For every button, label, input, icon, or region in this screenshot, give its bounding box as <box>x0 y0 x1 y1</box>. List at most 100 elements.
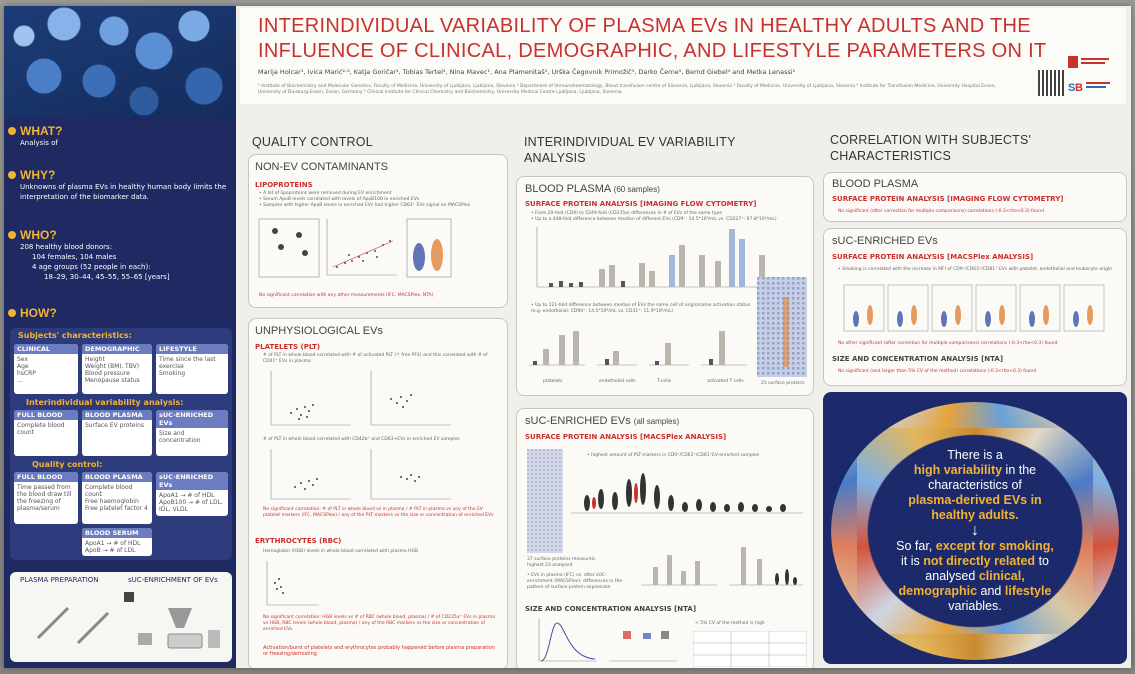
iev-suc-heading: sUC-ENRICHED EVs <box>525 415 631 427</box>
plt-note-2: # of PLT in whole blood correlated with … <box>263 437 460 442</box>
plt-footnote: No significant correlation: # of PLT in … <box>263 507 494 518</box>
title-banner: INTERINDIVIDUAL VARIABILITY OF PLASMA EV… <box>240 8 1126 104</box>
who-line: 18–29, 30–44, 45–55, 55–65 [years] <box>44 273 170 281</box>
rbc-scatter-plot <box>266 561 319 606</box>
nonev-panel: NON-EV CONTAMINANTS LIPOPROTEINS • A lot… <box>248 154 508 308</box>
iev-suc-panel: sUC-ENRICHED EVs (all samples) SURFACE P… <box>516 408 814 668</box>
why-heading: WHY? <box>20 168 56 182</box>
platelets-label: PLATELETS (PLT) <box>255 343 321 351</box>
macsplex-heatmap <box>527 449 563 553</box>
ev-spheres-image <box>4 6 236 118</box>
smoking-correlation-plots <box>843 284 1105 332</box>
rbc-footnote: No significant correlation: HGB levels v… <box>263 615 495 632</box>
lipoproteins-label: LIPOPROTEINS <box>255 181 313 189</box>
bullet-icon <box>8 127 16 135</box>
demographic-box: DEMOGRAPHIC Height Weight (BMI, TBV) Bloo… <box>82 344 152 394</box>
unphys-panel: UNPHYSIOLOGICAL EVs PLATELETS (PLT) # of… <box>248 318 508 668</box>
svg-text:S: S <box>1068 82 1075 94</box>
panel-label-platelets: platelets <box>543 379 563 384</box>
nonev-heading: NON-EV CONTAMINANTS <box>255 161 389 173</box>
macsplex-violin-plot <box>571 473 803 514</box>
panel-label-endothelial: endothelial cells <box>599 379 636 384</box>
poster: WHAT? Analysis of WHY? Unknowns of plasm… <box>4 6 1131 668</box>
iev-macs-note: • highest amount of PLT-markers in CD9⁺/… <box>587 453 760 458</box>
corr-heading: CORRELATION WITH SUBJECTS' CHARACTERISTI… <box>830 133 1032 163</box>
what-section: WHAT? Analysis of <box>8 124 62 148</box>
iev-macs-left2: • EVs in plasma (IFC) vs. after sUC-enri… <box>527 573 623 590</box>
why-text: Unknowns of plasma EVs in healthy human … <box>20 183 227 201</box>
poster-title: INTERINDIVIDUAL VARIABILITY OF PLASMA EV… <box>258 15 1047 62</box>
corr-suc-panel: sUC-ENRICHED EVs SURFACE PROTEIN ANALYSI… <box>823 228 1127 386</box>
lipo-footnote: No significant correlation with any othe… <box>259 293 434 298</box>
cell-origin-bar-charts <box>529 331 747 366</box>
corr-size-note: No significant (and larger than 5% CV of… <box>838 369 1037 374</box>
conclusion-text: There is a high variability in the chara… <box>896 448 1054 613</box>
surface-protein-heatmap <box>757 277 807 377</box>
left-column: WHAT? Analysis of WHY? Unknowns of plasm… <box>4 6 236 668</box>
corr-plasma-heading: BLOOD PLASMA <box>832 178 919 190</box>
corr-macs-note: • Smoking is correlated with the increas… <box>838 267 1113 272</box>
lifestyle-box: LIFESTYLE Time since the last exercise Sm… <box>156 344 228 394</box>
corr-ifc-note: No significant (after correction for mul… <box>838 209 1044 214</box>
iev-plasma-heading: BLOOD PLASMA <box>525 183 611 195</box>
unphys-heading: UNPHYSIOLOGICAL EVs <box>255 325 383 337</box>
corr-macs-label: SURFACE PROTEIN ANALYSIS [MACSPlex ANALY… <box>832 253 1034 261</box>
why-section: WHY? Unknowns of plasma EVs in healthy h… <box>8 168 232 202</box>
iev-ifc-label: SURFACE PROTEIN ANALYSIS [IMAGING FLOW C… <box>525 200 757 208</box>
lipoprotein-plots <box>258 218 452 278</box>
iev-suc-n: (all samples) <box>633 417 680 426</box>
who-line: 208 healthy blood donors: <box>20 243 113 251</box>
iev-plasma-n: (60 samples) <box>613 185 660 194</box>
who-heading: WHO? <box>20 228 57 242</box>
panel-label-activated-tcells: activated T cells <box>707 379 744 384</box>
quality-label: Quality control: <box>32 460 103 469</box>
q-suc-box: sUC-ENRICHED EVs ApoA1 → # of HDL ApoB100… <box>156 472 228 516</box>
prep-box: PLASMA PREPARATION sUC-ENRICHMENT OF EVs <box>10 572 232 662</box>
how-heading-wrap: HOW? <box>8 306 57 320</box>
iev-size-note: < 5% CV of the method is high <box>695 621 765 626</box>
iev-ifc-note2: • Up to 121-fold difference between medi… <box>531 303 751 314</box>
clinical-box: CLINICAL Sex Age hsCRP ... <box>14 344 78 394</box>
full-blood-box: FULL BLOOD Complete blood count <box>14 410 78 456</box>
iev-size-label: SIZE AND CONCENTRATION ANALYSIS [NTA] <box>525 605 697 613</box>
qr-code-icon <box>1038 70 1064 96</box>
iev-heading: INTERINDIVIDUAL EV VARIABILITY ANALYSIS <box>524 135 736 165</box>
erythrocytes-label: ERYTHROCYTES (RBC) <box>255 537 342 545</box>
what-text: Analysis of <box>20 139 58 147</box>
blood-plasma-box: BLOOD PLASMA Surface EV proteins <box>82 410 152 456</box>
affiliations: ¹ Institute of Biochemistry and Molecula… <box>258 84 996 95</box>
what-heading: WHAT? <box>20 124 63 138</box>
iev-plasma-panel: BLOOD PLASMA (60 samples) SURFACE PROTEI… <box>516 176 814 396</box>
who-line: 104 females, 104 males <box>32 253 117 261</box>
q-serum-box: BLOOD SERUM ApoA1 → # of HDL ApoB → # of … <box>82 528 152 556</box>
corr-size-label: SIZE AND CONCENTRATION ANALYSIS [NTA] <box>832 355 1004 363</box>
rbc-note: Hemoglobin (HGB) levels in whole blood c… <box>263 549 419 554</box>
how-box: Subjects' characteristics: CLINICAL Sex A… <box>10 328 232 560</box>
bullet-icon <box>8 171 16 179</box>
q-full-blood-box: FULL BLOOD Time passed from the blood dra… <box>14 472 78 524</box>
nta-table <box>693 631 807 667</box>
suc-box: sUC-ENRICHED EVs Size and concentration <box>156 410 228 456</box>
corr-plasma-panel: BLOOD PLASMA SURFACE PROTEIN ANALYSIS [I… <box>823 172 1127 222</box>
iev-macs-left1: 37 surface proteins measured, highest 23… <box>527 557 596 568</box>
how-heading: HOW? <box>20 306 57 320</box>
workflow-illustration <box>36 592 220 649</box>
platelet-scatter-plots-2 <box>270 449 451 500</box>
lipo-notes: • A lot of lipoproteins were removed dur… <box>259 191 471 208</box>
who-section: WHO? 208 healthy blood donors: 104 femal… <box>8 228 232 282</box>
conclusion-box: There is a high variability in the chara… <box>823 392 1127 664</box>
qc-conclusion: Activation/burst of platelets and erythr… <box>263 645 495 657</box>
suc-prep-label: sUC-ENRICHMENT OF EVs <box>128 576 218 584</box>
corr-suc-heading: sUC-ENRICHED EVs <box>832 235 938 247</box>
q-plasma-box: BLOOD PLASMA Complete blood count Free ha… <box>82 472 152 524</box>
plasma-prep-label: PLASMA PREPARATION <box>20 576 99 584</box>
corr-ifc-label: SURFACE PROTEIN ANALYSIS [IMAGING FLOW C… <box>832 195 1064 203</box>
qc-heading: QUALITY CONTROL <box>252 135 373 149</box>
interindividual-label: Interindividual variability analysis: <box>26 398 184 407</box>
protein-ring-illustration <box>831 402 1119 660</box>
who-line: 4 age groups (52 people in each): <box>32 263 151 271</box>
author-list: Marija Holcar¹, Ivica Marić²·³, Katja Go… <box>258 68 796 76</box>
plt-note-1: # of PLT in whole blood correlated with … <box>263 353 488 364</box>
platelet-scatter-plots-1 <box>270 371 451 426</box>
